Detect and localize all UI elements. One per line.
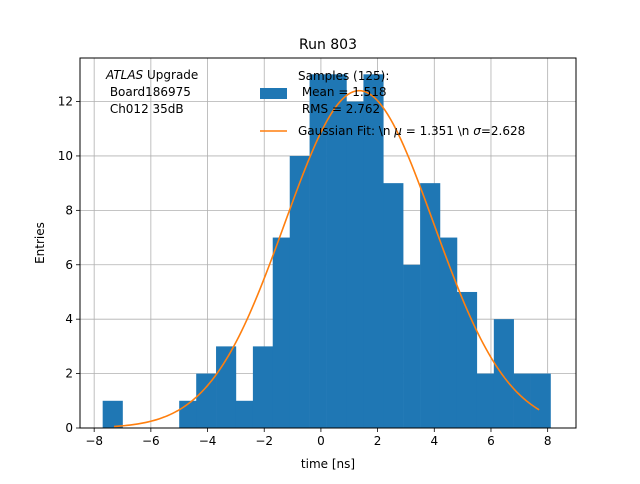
legend-hist-label: Samples (125): bbox=[298, 69, 389, 83]
annotation-line-1: ATLAS Upgrade bbox=[105, 68, 198, 82]
histogram-bar bbox=[513, 373, 531, 428]
legend: Samples (125): Mean = 1.518 RMS = 2.762 … bbox=[260, 69, 525, 138]
histogram-bar bbox=[493, 319, 514, 428]
x-tick-label: 2 bbox=[374, 434, 382, 448]
gaussian-fit-line bbox=[113, 89, 540, 428]
histogram-bar bbox=[235, 400, 254, 428]
histogram-bar bbox=[439, 237, 458, 428]
legend-fit-mu: μ bbox=[393, 124, 402, 138]
histogram-bars bbox=[102, 74, 551, 429]
annotation-upgrade: Upgrade bbox=[143, 68, 198, 82]
x-tick-label: 6 bbox=[487, 434, 495, 448]
histogram-bar bbox=[403, 264, 421, 428]
histogram-bar bbox=[476, 373, 495, 428]
legend-hist-rms: RMS = 2.762 bbox=[298, 102, 380, 116]
histogram-bar bbox=[289, 155, 310, 429]
x-tick-label: 0 bbox=[317, 434, 325, 448]
x-tick-label: −8 bbox=[85, 434, 103, 448]
histogram-bar bbox=[530, 373, 551, 428]
histogram-bar bbox=[326, 74, 347, 428]
y-tick-label: 4 bbox=[65, 312, 73, 326]
legend-fit-sigma: σ bbox=[473, 124, 481, 138]
legend-fit-suffix: =2.628 bbox=[481, 124, 525, 138]
x-tick-label: 4 bbox=[430, 434, 438, 448]
y-axis-ticks: 0 2 4 6 8 10 12 bbox=[58, 95, 80, 435]
legend-fit-label: Gaussian Fit: \n μ = 1.351 \n σ=2.628 bbox=[298, 124, 525, 138]
y-tick-label: 8 bbox=[65, 203, 73, 217]
y-tick-label: 0 bbox=[65, 421, 73, 435]
y-axis-label: Entries bbox=[33, 222, 47, 264]
legend-fit-prefix: Gaussian Fit: \n bbox=[298, 124, 394, 138]
plot-frame bbox=[79, 57, 577, 429]
legend-hist-swatch bbox=[260, 88, 287, 99]
x-axis-ticks: −8 −6 −4 −2 0 2 4 6 8 bbox=[85, 428, 551, 448]
gaussian-fit bbox=[113, 89, 540, 428]
y-tick-label: 6 bbox=[65, 258, 73, 272]
histogram-bar bbox=[363, 74, 384, 428]
y-tick-label: 10 bbox=[58, 149, 73, 163]
x-tick-label: 8 bbox=[544, 434, 552, 448]
chart-title: Run 803 bbox=[299, 37, 357, 53]
histogram-bar bbox=[252, 346, 274, 428]
x-tick-label: −4 bbox=[199, 434, 217, 448]
x-axis-label: time [ns] bbox=[301, 457, 355, 471]
atlas-annotation: ATLAS Upgrade Board186975 Ch012 35dB bbox=[105, 68, 198, 116]
legend-hist-mean: Mean = 1.518 bbox=[298, 85, 387, 99]
annotation-line-2: Board186975 bbox=[106, 85, 191, 99]
histogram-bar bbox=[272, 237, 291, 428]
annotation-atlas: ATLAS bbox=[105, 68, 144, 82]
histogram-bar bbox=[102, 400, 123, 428]
histogram-bar bbox=[456, 291, 478, 428]
histogram-bar bbox=[383, 183, 404, 428]
x-tick-label: −2 bbox=[255, 434, 273, 448]
histogram-bar bbox=[196, 373, 217, 428]
histogram-bar bbox=[420, 183, 441, 428]
histogram-bar bbox=[346, 101, 364, 428]
x-tick-label: −6 bbox=[142, 434, 160, 448]
histogram-bar bbox=[309, 74, 327, 428]
annotation-line-3: Ch012 35dB bbox=[106, 102, 184, 116]
legend-fit-middle: = 1.351 \n bbox=[402, 124, 473, 138]
y-tick-label: 12 bbox=[58, 95, 73, 109]
y-tick-label: 2 bbox=[65, 367, 73, 381]
